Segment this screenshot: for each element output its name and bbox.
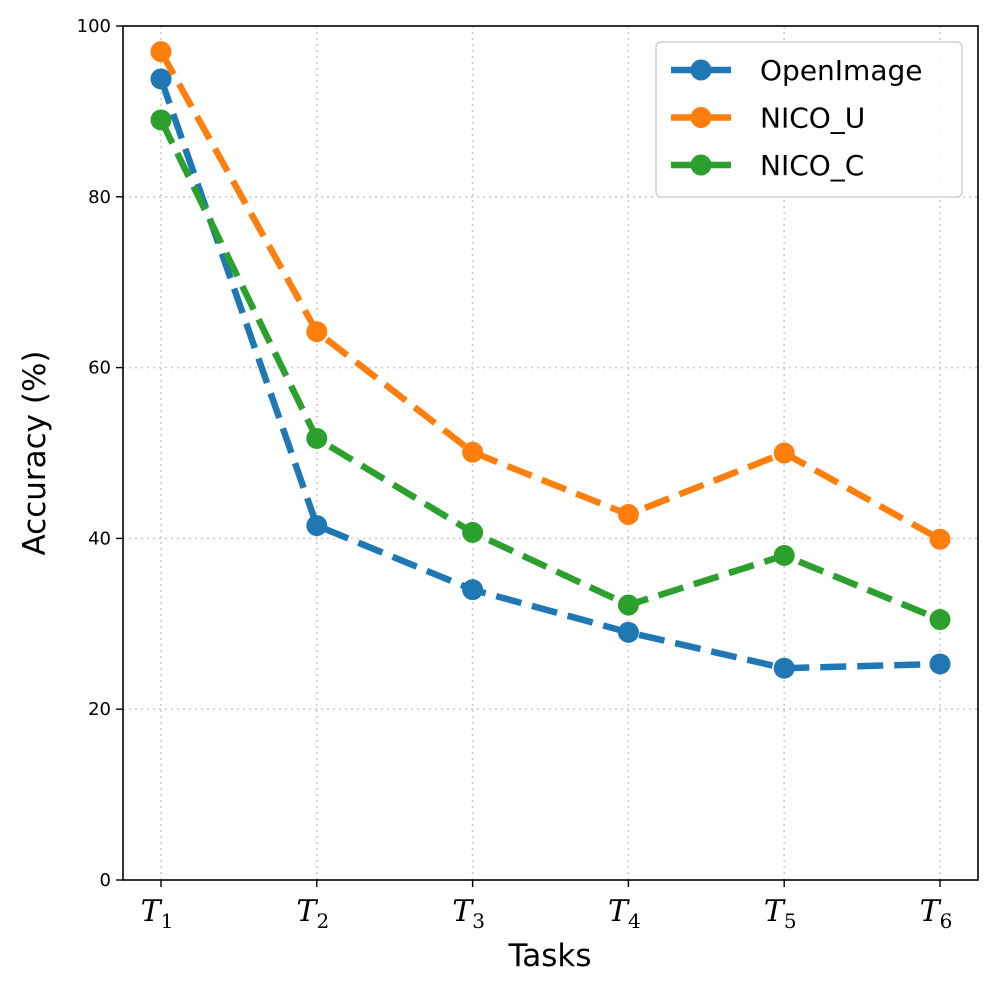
data-point <box>150 68 172 90</box>
x-axis-title: Tasks <box>507 938 591 974</box>
data-point <box>773 442 795 464</box>
legend-label: NICO_U <box>760 102 865 135</box>
y-axis-title: Accuracy (%) <box>17 350 53 555</box>
data-point <box>773 544 795 566</box>
data-point <box>617 621 639 643</box>
data-point <box>462 521 484 543</box>
legend: OpenImage NICO_U NICO_C <box>655 41 963 198</box>
y-tick-label: 60 <box>88 358 111 379</box>
x-tick-label: T1 <box>141 894 174 933</box>
legend-box <box>655 41 963 198</box>
series-layer <box>150 41 951 679</box>
data-point <box>462 579 484 601</box>
axes: 0 20 40 60 80 100 T1 T2 T3 T4 T5 T6 <box>77 16 953 933</box>
data-point <box>773 657 795 679</box>
series-nico-c <box>150 109 951 631</box>
x-tick-label: T5 <box>764 894 797 933</box>
x-tick-label: T3 <box>452 894 485 933</box>
series-line <box>158 118 942 623</box>
data-point <box>306 321 328 343</box>
series-line <box>158 50 942 543</box>
series-line <box>157 77 941 672</box>
plot-frame <box>122 25 979 881</box>
y-tick-label: 80 <box>88 187 111 208</box>
x-tick-label: T6 <box>920 894 953 933</box>
x-tick-label: T2 <box>296 894 329 933</box>
y-tick-label: 0 <box>100 870 111 891</box>
legend-marker <box>690 107 712 128</box>
y-tick-label: 40 <box>88 528 111 549</box>
legend-label: NICO_C <box>760 149 864 182</box>
data-point <box>306 515 328 537</box>
data-point <box>150 41 172 63</box>
legend-marker <box>690 59 712 81</box>
data-point <box>617 503 639 525</box>
data-point <box>306 427 328 449</box>
legend-label: OpenImage <box>760 54 922 87</box>
data-point <box>462 441 484 463</box>
data-point <box>929 609 951 631</box>
y-tick-label: 20 <box>88 699 111 720</box>
data-point <box>617 594 639 616</box>
y-tick-label: 100 <box>77 16 111 37</box>
series-nico-u <box>150 41 951 550</box>
legend-marker <box>690 154 712 176</box>
data-point <box>929 528 951 550</box>
x-tick-label: T4 <box>608 894 641 933</box>
data-point <box>150 109 172 131</box>
data-point <box>929 653 951 675</box>
series-openimage <box>150 68 951 679</box>
